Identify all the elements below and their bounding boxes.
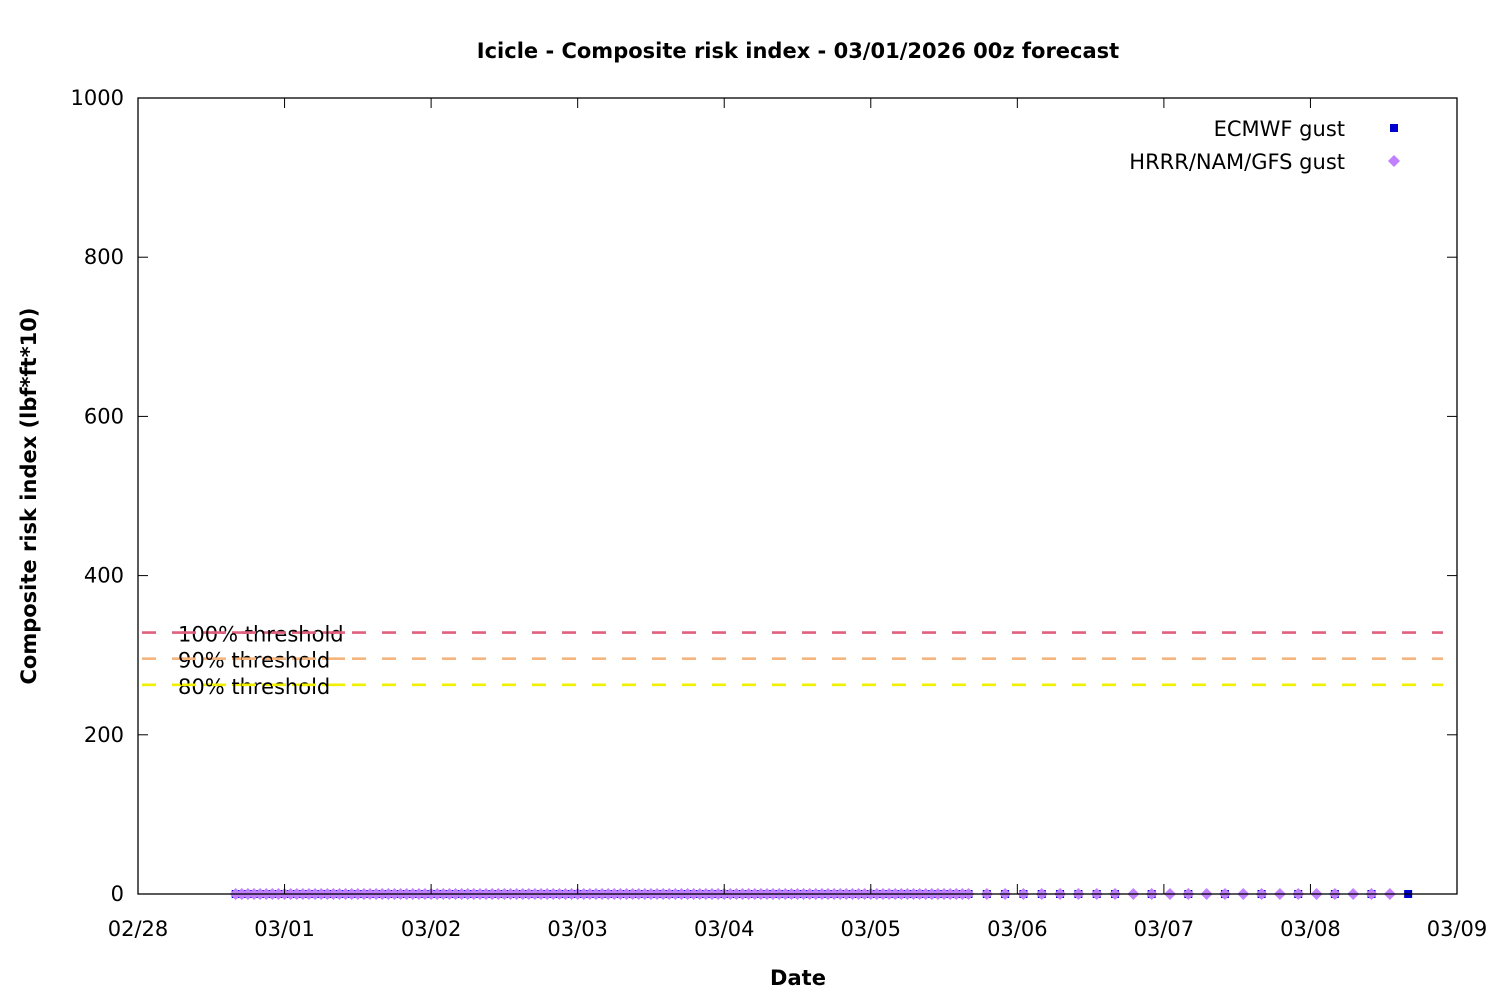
x-tick-label: 03/07 <box>1134 917 1195 941</box>
x-tick-label: 03/06 <box>987 917 1048 941</box>
x-tick-label: 03/02 <box>401 917 462 941</box>
x-axis-label: Date <box>770 966 826 990</box>
y-tick-label: 800 <box>84 245 124 269</box>
threshold-label: 100% threshold <box>178 623 344 647</box>
threshold-label: 90% threshold <box>178 649 330 673</box>
legend-marker <box>1388 155 1400 167</box>
y-tick-label: 0 <box>111 882 124 906</box>
x-tick-label: 02/28 <box>108 917 169 941</box>
legend-label: HRRR/NAM/GFS gust <box>1129 150 1345 174</box>
x-tick-label: 03/04 <box>694 917 755 941</box>
plot-frame <box>137 97 1458 895</box>
y-tick-label: 1000 <box>71 86 124 110</box>
legend-marker <box>1390 124 1398 132</box>
x-tick-label: 03/08 <box>1280 917 1341 941</box>
x-tick-label: 03/01 <box>254 917 315 941</box>
threshold-label: 80% threshold <box>178 675 330 699</box>
chart-title: Icicle - Composite risk index - 03/01/20… <box>477 39 1119 63</box>
y-tick-label: 600 <box>84 404 124 428</box>
y-axis-label: Composite risk index (lbf*ft*10) <box>17 307 41 684</box>
x-tick-label: 03/03 <box>547 917 608 941</box>
x-tick-label: 03/05 <box>841 917 902 941</box>
y-tick-label: 400 <box>84 564 124 588</box>
y-tick-label: 200 <box>84 723 124 747</box>
x-tick-label: 03/09 <box>1427 917 1488 941</box>
legend-label: ECMWF gust <box>1214 117 1345 141</box>
